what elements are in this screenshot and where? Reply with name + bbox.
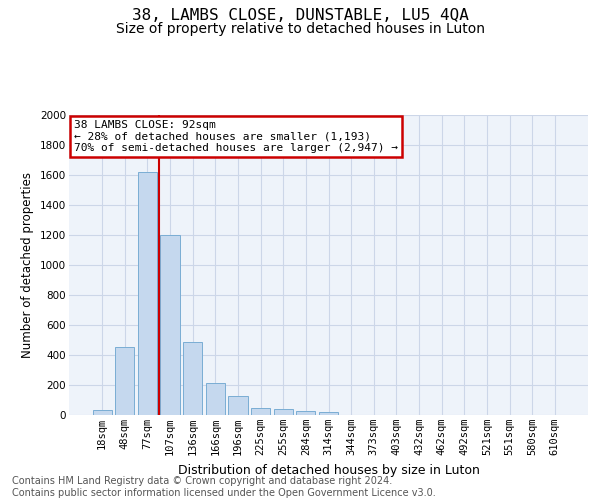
Bar bbox=[92, 410, 112, 415]
Bar bbox=[206, 383, 225, 415]
Bar bbox=[251, 408, 270, 415]
Text: Size of property relative to detached houses in Luton: Size of property relative to detached ho… bbox=[115, 22, 485, 36]
Bar bbox=[183, 342, 202, 415]
Bar bbox=[274, 409, 293, 415]
Bar bbox=[296, 411, 316, 415]
Text: 38, LAMBS CLOSE, DUNSTABLE, LU5 4QA: 38, LAMBS CLOSE, DUNSTABLE, LU5 4QA bbox=[131, 8, 469, 22]
X-axis label: Distribution of detached houses by size in Luton: Distribution of detached houses by size … bbox=[178, 464, 479, 476]
Y-axis label: Number of detached properties: Number of detached properties bbox=[22, 172, 34, 358]
Bar bbox=[319, 412, 338, 415]
Text: 38 LAMBS CLOSE: 92sqm
← 28% of detached houses are smaller (1,193)
70% of semi-d: 38 LAMBS CLOSE: 92sqm ← 28% of detached … bbox=[74, 120, 398, 152]
Bar bbox=[138, 172, 157, 415]
Bar bbox=[160, 235, 180, 415]
Text: Contains HM Land Registry data © Crown copyright and database right 2024.
Contai: Contains HM Land Registry data © Crown c… bbox=[12, 476, 436, 498]
Bar bbox=[115, 347, 134, 415]
Bar bbox=[229, 396, 248, 415]
